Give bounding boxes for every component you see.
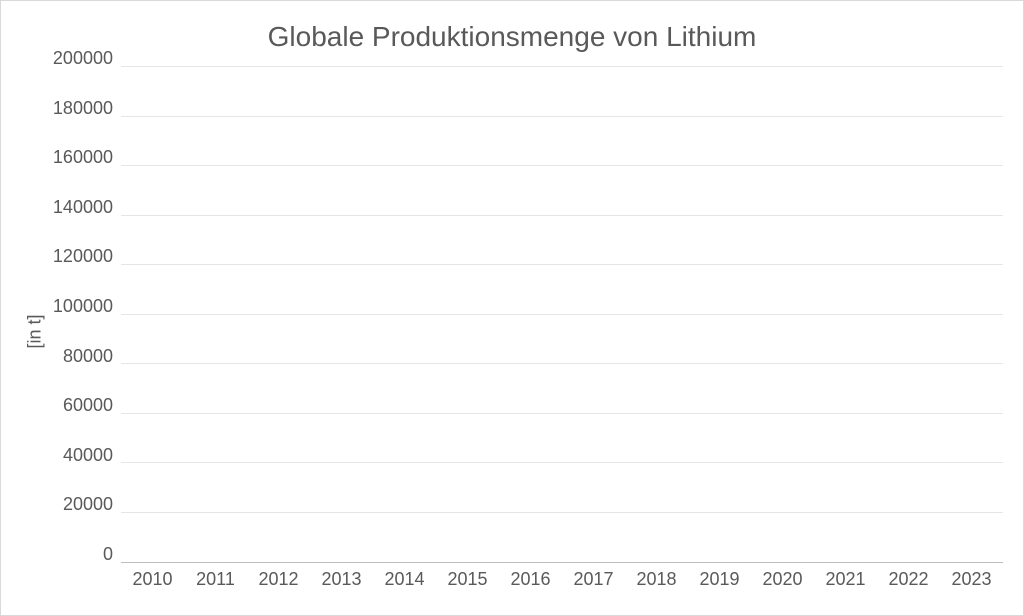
gridline <box>121 512 1003 513</box>
gridline <box>121 215 1003 216</box>
x-tick-label: 2023 <box>940 563 1003 595</box>
x-tick-label: 2017 <box>562 563 625 595</box>
bars-container <box>121 67 1003 562</box>
plot-area <box>121 67 1003 563</box>
chart-frame: Globale Produktionsmenge von Lithium [in… <box>0 0 1024 616</box>
x-tick-label: 2022 <box>877 563 940 595</box>
x-tick-label: 2019 <box>688 563 751 595</box>
gridline <box>121 264 1003 265</box>
chart-title: Globale Produktionsmenge von Lithium <box>21 21 1003 53</box>
x-axis-labels: 2010201120122013201420152016201720182019… <box>121 563 1003 595</box>
y-axis-label-slot: [in t] <box>21 67 49 595</box>
x-tick-label: 2010 <box>121 563 184 595</box>
gridline <box>121 165 1003 166</box>
x-tick-label: 2012 <box>247 563 310 595</box>
x-tick-label: 2011 <box>184 563 247 595</box>
x-tick-label: 2018 <box>625 563 688 595</box>
x-tick-label: 2021 <box>814 563 877 595</box>
x-tick-label: 2014 <box>373 563 436 595</box>
y-axis-ticks: 2000001800001600001400001200001000008000… <box>49 67 121 595</box>
plot-wrap: [in t] 200000180000160000140000120000100… <box>21 67 1003 595</box>
x-tick-label: 2015 <box>436 563 499 595</box>
gridline <box>121 462 1003 463</box>
x-tick-label: 2013 <box>310 563 373 595</box>
gridline <box>121 314 1003 315</box>
gridline <box>121 413 1003 414</box>
gridline <box>121 363 1003 364</box>
plot-column: 2010201120122013201420152016201720182019… <box>121 67 1003 595</box>
gridline <box>121 116 1003 117</box>
x-tick-label: 2016 <box>499 563 562 595</box>
x-tick-label: 2020 <box>751 563 814 595</box>
gridline <box>121 66 1003 67</box>
y-axis-label: [in t] <box>25 314 46 348</box>
